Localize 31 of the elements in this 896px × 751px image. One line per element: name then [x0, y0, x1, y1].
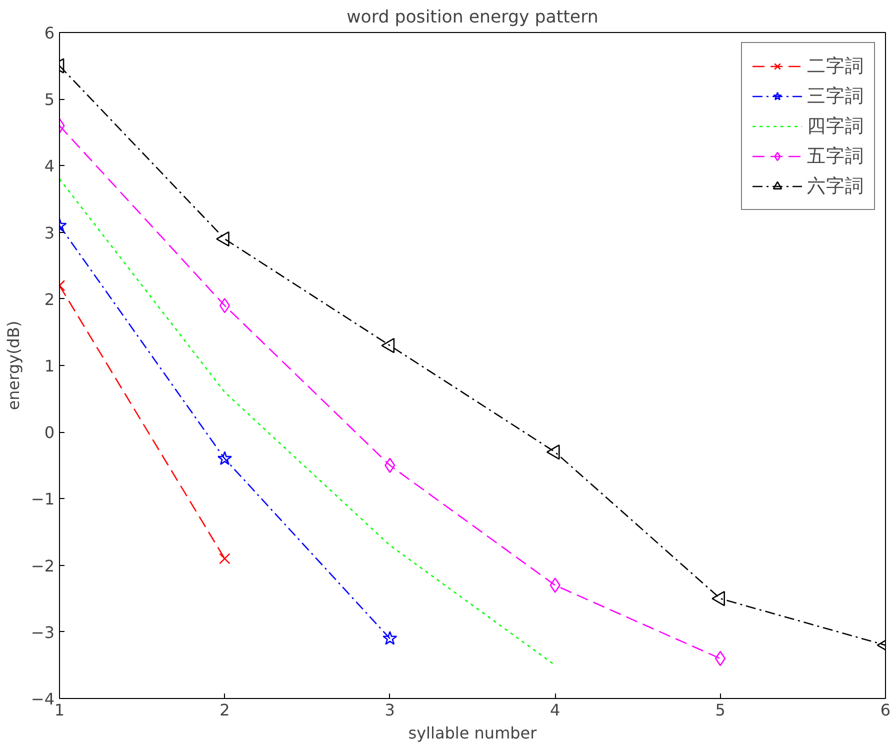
x-tick-label: 4 — [550, 700, 560, 720]
y-tick-label: −2 — [30, 556, 55, 576]
point — [217, 451, 232, 466]
y-tick-label: 0 — [44, 423, 55, 442]
y-tick-label: 1 — [44, 356, 55, 376]
x-tick-label: 3 — [384, 700, 395, 720]
point — [382, 630, 398, 645]
y-tick-label: −4 — [30, 690, 55, 708]
point — [219, 298, 230, 314]
y-tick-label: −3 — [30, 622, 55, 642]
legend-label: 五字詞 — [807, 144, 864, 168]
y-tick-label: 3 — [44, 223, 55, 242]
y-tick-label: −1 — [30, 490, 55, 509]
x-tick-label: 2 — [220, 700, 230, 720]
y-tick-label: 5 — [44, 90, 55, 110]
legend-label: 六字詞 — [807, 174, 864, 198]
point — [712, 590, 725, 606]
line-series — [60, 178, 556, 666]
x-axis-title: syllable number — [408, 724, 538, 742]
y-tick-label: 6 — [44, 24, 55, 42]
y-axis-title: energy(dB) — [4, 320, 23, 410]
point — [546, 444, 560, 460]
x-tick-label: 6 — [880, 700, 891, 720]
legend-label: 二字詞 — [807, 54, 864, 78]
y-tick-label: 2 — [44, 290, 55, 309]
legend-label: 四字詞 — [807, 114, 864, 138]
y-tick-label: 4 — [44, 156, 55, 176]
point — [550, 578, 560, 593]
legend-label: 三字詞 — [807, 84, 864, 108]
chart-title: word position energy pattern — [346, 8, 598, 28]
x-tick-label: 5 — [715, 700, 726, 720]
